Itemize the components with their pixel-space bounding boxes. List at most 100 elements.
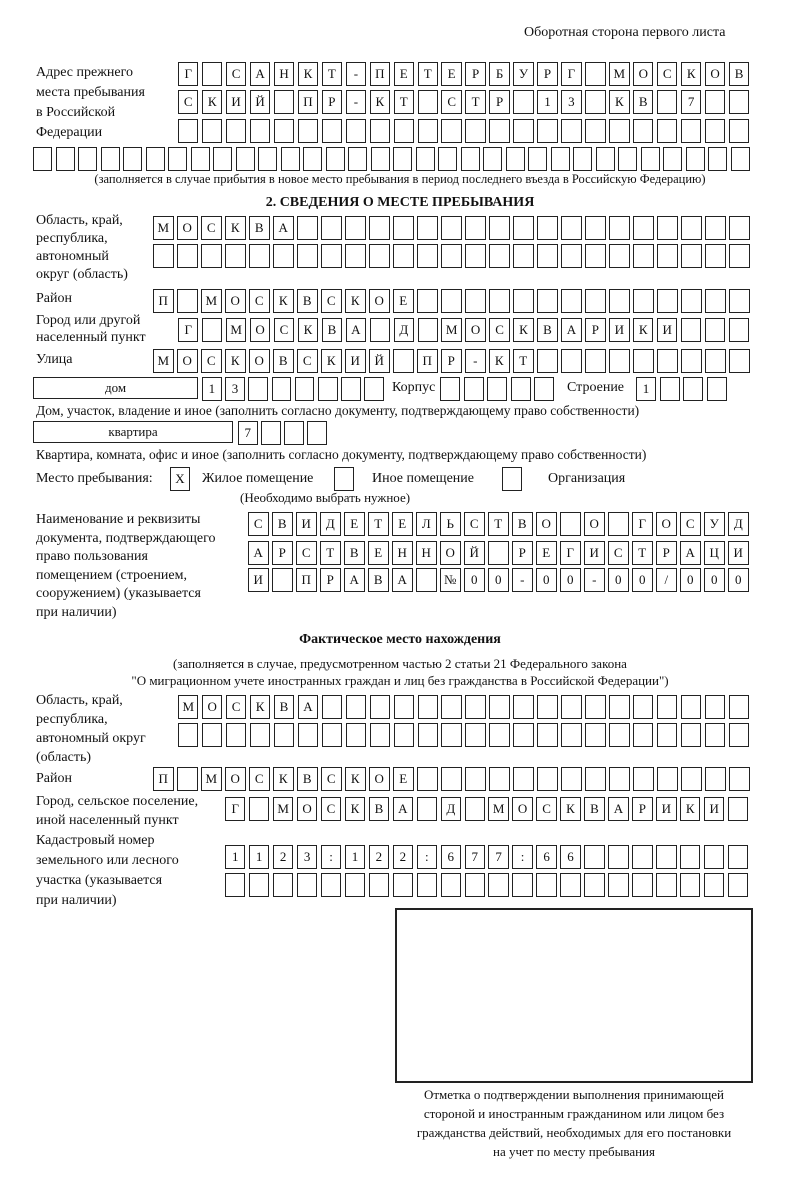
char-cell[interactable]: [633, 216, 654, 240]
char-cell[interactable]: О: [249, 349, 270, 373]
char-cell[interactable]: Е: [441, 62, 462, 86]
char-cell[interactable]: 1: [344, 845, 366, 869]
char-cell[interactable]: 1: [202, 377, 222, 401]
char-cell[interactable]: О: [465, 318, 486, 342]
char-cell[interactable]: [729, 216, 750, 240]
char-cell[interactable]: [657, 289, 678, 313]
char-cell[interactable]: [537, 119, 558, 143]
char-cell[interactable]: И: [656, 797, 677, 821]
char-cell[interactable]: М: [225, 318, 247, 342]
char-cell[interactable]: К: [345, 289, 366, 313]
char-cell[interactable]: М: [153, 216, 174, 240]
char-cell[interactable]: [513, 90, 534, 114]
char-cell[interactable]: М: [272, 797, 294, 821]
char-cell[interactable]: [460, 147, 480, 171]
char-cell[interactable]: [297, 119, 319, 143]
char-cell[interactable]: [704, 695, 726, 719]
char-cell[interactable]: С: [248, 512, 269, 536]
char-cell[interactable]: [561, 244, 582, 268]
char-cell[interactable]: С: [320, 797, 342, 821]
char-cell[interactable]: [320, 873, 342, 897]
char-cell[interactable]: [729, 349, 750, 373]
char-cell[interactable]: С: [225, 695, 247, 719]
char-cell[interactable]: [560, 873, 581, 897]
char-cell[interactable]: [369, 695, 391, 719]
char-cell[interactable]: [417, 216, 438, 240]
char-cell[interactable]: [510, 377, 531, 401]
char-cell[interactable]: И: [657, 318, 678, 342]
char-cell[interactable]: [417, 244, 438, 268]
char-cell[interactable]: О: [536, 512, 557, 536]
char-cell[interactable]: Г: [178, 318, 199, 342]
char-cell[interactable]: [272, 873, 294, 897]
char-cell[interactable]: 1: [537, 90, 558, 114]
char-cell[interactable]: П: [297, 90, 319, 114]
char-cell[interactable]: [280, 147, 300, 171]
char-cell[interactable]: М: [153, 349, 174, 373]
char-cell[interactable]: [488, 541, 509, 565]
char-cell[interactable]: Р: [585, 318, 606, 342]
char-cell[interactable]: [55, 147, 75, 171]
char-cell[interactable]: [681, 289, 702, 313]
char-cell[interactable]: [585, 349, 606, 373]
char-cell[interactable]: Й: [369, 349, 390, 373]
char-cell[interactable]: О: [656, 512, 677, 536]
char-cell[interactable]: Р: [656, 541, 677, 565]
char-cell[interactable]: [513, 695, 534, 719]
char-cell[interactable]: [608, 873, 629, 897]
char-cell[interactable]: [225, 723, 247, 747]
char-cell[interactable]: О: [296, 797, 318, 821]
char-cell[interactable]: Т: [393, 90, 414, 114]
char-cell[interactable]: 0: [632, 568, 653, 592]
char-cell[interactable]: [465, 119, 486, 143]
char-cell[interactable]: Р: [632, 797, 653, 821]
char-cell[interactable]: 0: [704, 568, 725, 592]
char-cell[interactable]: [560, 512, 581, 536]
char-cell[interactable]: [680, 318, 702, 342]
char-cell[interactable]: О: [633, 62, 654, 86]
char-cell[interactable]: [685, 147, 705, 171]
char-cell[interactable]: С: [273, 318, 295, 342]
char-cell[interactable]: [78, 147, 97, 171]
char-cell[interactable]: [489, 767, 510, 791]
char-cell[interactable]: [225, 119, 247, 143]
char-cell[interactable]: [584, 845, 605, 869]
char-cell[interactable]: [393, 723, 414, 747]
char-cell[interactable]: В: [249, 216, 270, 240]
char-cell[interactable]: [348, 147, 367, 171]
char-cell[interactable]: [177, 289, 198, 313]
char-cell[interactable]: [534, 377, 554, 401]
char-cell[interactable]: [704, 318, 726, 342]
char-cell[interactable]: [296, 873, 318, 897]
char-cell[interactable]: С: [441, 90, 462, 114]
char-cell[interactable]: [609, 216, 630, 240]
char-cell[interactable]: [561, 216, 582, 240]
char-cell[interactable]: 0: [536, 568, 557, 592]
char-cell[interactable]: [585, 62, 606, 86]
char-cell[interactable]: К: [297, 62, 319, 86]
char-cell[interactable]: [537, 244, 558, 268]
char-cell[interactable]: Л: [416, 512, 437, 536]
char-cell[interactable]: [585, 90, 606, 114]
char-cell[interactable]: [441, 695, 462, 719]
char-cell[interactable]: [225, 244, 246, 268]
char-cell[interactable]: [681, 349, 702, 373]
char-cell[interactable]: [393, 695, 414, 719]
char-cell[interactable]: [640, 147, 660, 171]
char-cell[interactable]: [609, 723, 630, 747]
char-cell[interactable]: [657, 244, 678, 268]
char-cell[interactable]: [561, 349, 582, 373]
char-cell[interactable]: К: [225, 216, 246, 240]
char-cell[interactable]: [273, 723, 295, 747]
char-cell[interactable]: С: [489, 318, 510, 342]
char-cell[interactable]: 2: [368, 845, 390, 869]
char-cell[interactable]: [537, 216, 558, 240]
char-cell[interactable]: [657, 349, 678, 373]
char-cell[interactable]: [681, 244, 702, 268]
char-cell[interactable]: [344, 873, 366, 897]
char-cell[interactable]: И: [296, 512, 317, 536]
char-cell[interactable]: [489, 216, 510, 240]
char-cell[interactable]: 7: [464, 845, 485, 869]
char-cell[interactable]: [177, 244, 198, 268]
char-cell[interactable]: И: [225, 90, 247, 114]
